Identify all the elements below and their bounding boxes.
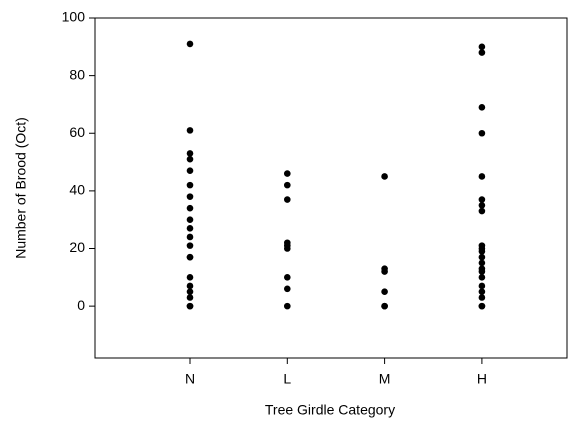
plot-frame <box>94 17 568 359</box>
point <box>186 253 194 261</box>
point <box>186 167 194 175</box>
point <box>478 288 486 296</box>
point <box>478 274 486 281</box>
point <box>186 294 194 301</box>
point <box>478 173 486 180</box>
point <box>381 173 388 180</box>
point <box>186 127 194 134</box>
point <box>186 274 194 281</box>
point <box>381 268 388 275</box>
point <box>478 253 486 261</box>
point <box>186 181 194 189</box>
point <box>478 302 486 310</box>
y-tick-label: 60 <box>69 124 85 140</box>
point <box>186 288 194 296</box>
point <box>186 233 194 241</box>
point <box>186 193 194 200</box>
y-tick-label: 20 <box>69 239 85 255</box>
y-axis-label: Number of Brood (Oct) <box>13 117 29 259</box>
x-tick-label: M <box>379 371 391 387</box>
x-tick-label: L <box>283 371 291 387</box>
point <box>186 225 194 232</box>
y-tick-label: 0 <box>77 297 85 313</box>
point <box>186 150 194 157</box>
y-tick-label: 80 <box>69 66 85 82</box>
point <box>186 155 194 163</box>
point <box>478 129 486 137</box>
point <box>478 248 486 255</box>
point <box>284 170 291 177</box>
point <box>284 245 291 252</box>
point <box>284 285 291 293</box>
point <box>284 181 291 189</box>
x-tick-label: H <box>477 371 487 387</box>
point <box>284 274 291 281</box>
point <box>186 302 194 310</box>
point <box>478 43 486 51</box>
point <box>478 294 486 301</box>
point <box>186 40 194 48</box>
point <box>478 207 486 215</box>
y-tick-label: 40 <box>69 182 85 198</box>
point <box>381 302 388 310</box>
point <box>186 216 194 223</box>
point <box>478 196 486 203</box>
x-axis-label: Tree Girdle Category <box>265 402 395 418</box>
point <box>478 201 486 209</box>
point <box>284 302 291 310</box>
point <box>186 204 194 212</box>
x-tick-label: N <box>185 371 195 387</box>
point <box>284 196 291 203</box>
point <box>186 282 194 290</box>
y-tick-label: 100 <box>62 9 86 25</box>
point <box>186 242 194 249</box>
point <box>478 49 486 56</box>
point <box>381 288 388 296</box>
point <box>478 259 486 267</box>
point <box>478 282 486 290</box>
point <box>478 104 486 111</box>
point <box>478 268 486 275</box>
